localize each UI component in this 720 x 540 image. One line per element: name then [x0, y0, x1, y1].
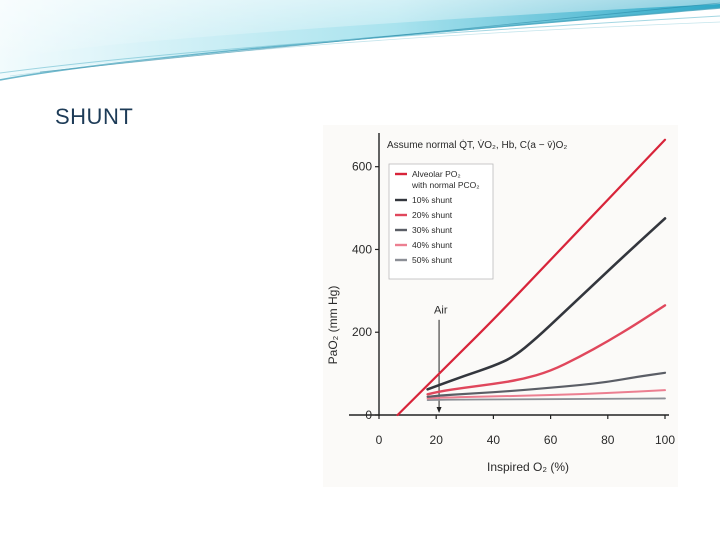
x-tick-label: 60: [544, 433, 558, 447]
x-axis-label: Inspired O₂ (%): [487, 460, 569, 474]
legend-label: 30% shunt: [412, 225, 453, 235]
x-tick-label: 20: [430, 433, 444, 447]
series-line: [426, 397, 666, 402]
y-tick-label: 200: [352, 325, 372, 339]
chart-series: [396, 138, 667, 417]
y-tick-label: 0: [365, 408, 372, 422]
x-tick-label: 100: [655, 433, 675, 447]
legend-label: 40% shunt: [412, 240, 453, 250]
series-line: [396, 138, 667, 417]
legend-label: Alveolar PO₂: [412, 169, 461, 179]
x-tick-label: 40: [487, 433, 501, 447]
series-line: [426, 217, 667, 391]
chart-annotation: Assume normal Q̇T, V̇O₂, Hb, C(a − v̄)O₂: [387, 138, 567, 151]
series-line: [426, 389, 666, 400]
legend-label-cont: with normal PCO₂: [411, 180, 480, 190]
legend-label: 10% shunt: [412, 195, 453, 205]
series-line: [426, 304, 667, 396]
series-line: [426, 371, 667, 398]
x-tick-label: 0: [376, 433, 383, 447]
chart-axes: 0 200 400 600 0 20 40 60 80 100 Air: [349, 133, 675, 447]
air-marker-arrow: [436, 407, 442, 413]
slide-title: SHUNT: [55, 104, 134, 129]
x-tick-label: 80: [601, 433, 615, 447]
legend-label: 20% shunt: [412, 210, 453, 220]
air-marker-label: Air: [434, 305, 448, 317]
y-axis-label: PaO₂ (mm Hg): [326, 286, 340, 365]
legend-label: 50% shunt: [412, 255, 453, 265]
header-band: [0, 0, 720, 81]
shunt-figure: 0 200 400 600 0 20 40 60 80 100 Air Alveolar PO₂ wi…: [323, 125, 678, 487]
y-tick-label: 400: [352, 242, 372, 256]
shunt-chart: 0 200 400 600 0 20 40 60 80 100 Air Alveolar PO₂wi…: [326, 133, 675, 474]
y-tick-label: 600: [352, 160, 372, 174]
